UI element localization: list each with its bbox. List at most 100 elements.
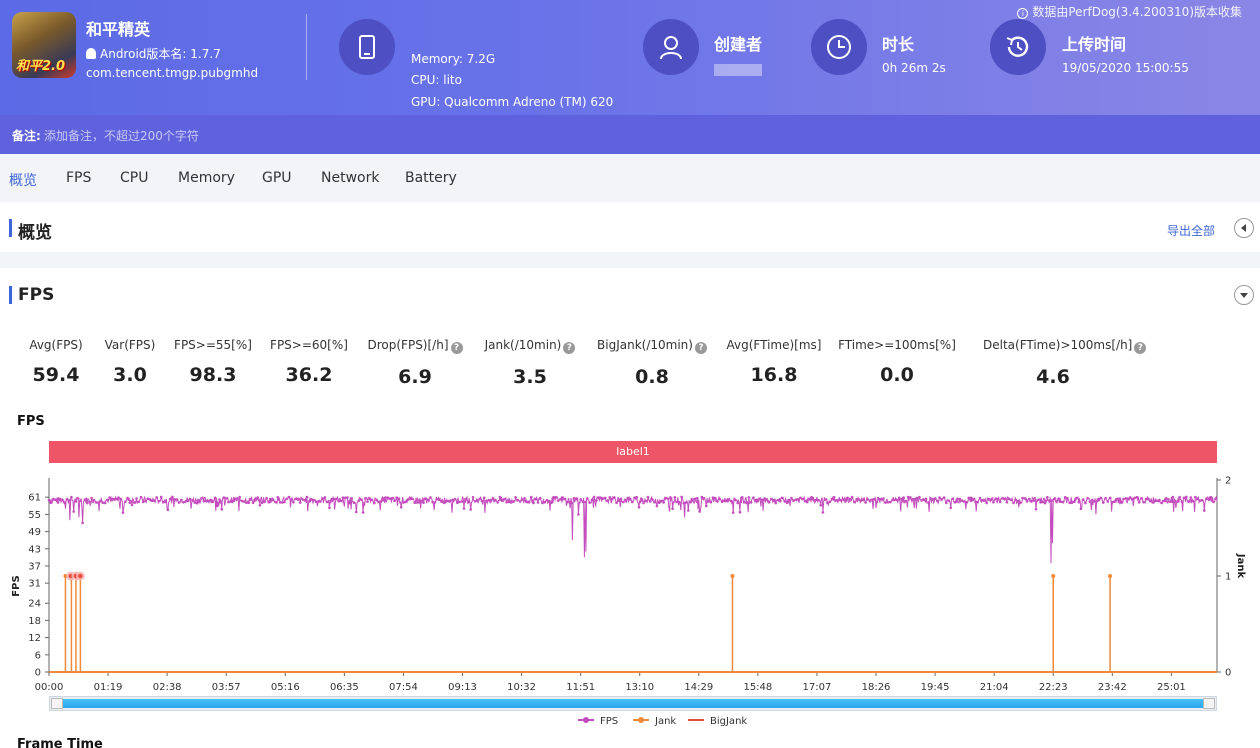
fps-point [669,496,672,499]
fps-point [346,496,349,499]
help-icon[interactable]: ? [1134,342,1147,354]
fps-point [565,500,569,504]
fps-point [337,499,340,502]
fps-point [1095,500,1098,503]
fps-point [577,513,580,516]
fps-point [902,496,905,499]
fps-point [543,501,547,504]
fps-point [765,498,769,501]
fps-point [496,501,500,504]
fps-point [485,499,488,503]
fps-point [1099,496,1103,500]
fps-point [1133,496,1136,500]
fps-point [180,498,183,502]
fps-point [812,499,816,502]
fps-point [319,500,322,503]
fps-point [233,497,237,501]
x-tick-label: 06:35 [330,682,359,693]
fps-point [752,496,755,499]
metric-label-text: Drop(FPS)[/h] [367,338,449,352]
help-icon[interactable]: ? [563,342,576,354]
fps-point [249,497,253,501]
slider-range-fill[interactable] [62,699,1204,708]
fps-point [994,497,997,500]
fps-point [321,497,325,500]
fps-point [924,497,928,501]
legend-fps-label: FPS [600,716,619,727]
bigjank-point [78,573,83,579]
fps-point [1048,500,1051,503]
tab-network[interactable]: Network [321,170,380,186]
fps-point [548,499,551,503]
tab-battery[interactable]: Battery [405,170,457,186]
fps-point [808,498,811,501]
legend-jank[interactable]: Jank [633,716,676,727]
metric-item: Avg(FPS) 59.4 [0,338,126,386]
fps-point [1104,496,1107,500]
fps-point [888,500,892,504]
fps-point [1180,500,1184,503]
metric-label: FTime>=100ms[%] [827,338,967,352]
fps-point [772,498,775,502]
device-cpu: CPU: lito [411,73,462,87]
fps-point [404,500,408,504]
fps-point [90,496,93,500]
fps-point [301,498,304,501]
fps-point [370,498,374,502]
metric-label: BigJank(/10min)? [582,338,722,354]
fps-point [745,501,748,505]
help-icon[interactable]: ? [450,342,463,354]
fps-point [1050,499,1053,502]
note-label: 备注: [12,129,41,143]
fps-point [900,498,903,501]
fps-point [729,499,733,503]
fps-point [175,498,179,501]
fps-point [949,506,953,510]
collapse-left-button[interactable] [1234,218,1254,238]
fps-point [601,497,605,500]
fps-point [678,500,681,504]
time-range-slider[interactable] [49,696,1217,711]
metric-item: FPS>=60[%] 36.2 [239,338,379,386]
label-band[interactable]: label1 [49,441,1217,463]
tab-bar: 概览 FPS CPU Memory GPU Network Battery [0,154,1260,201]
fps-point [945,501,948,505]
tab-memory[interactable]: Memory [178,170,235,186]
note-input[interactable]: 添加备注，不超过200个字符 [44,129,199,143]
legend-bigjank[interactable]: BigJank [688,716,747,727]
fps-point [687,509,690,512]
slider-handle-start[interactable] [51,698,63,709]
metric-item: Drop(FPS)[/h]? 6.9 [345,338,485,388]
x-tick-label: 21:04 [980,682,1009,693]
legend-fps[interactable]: FPS [578,716,618,727]
fps-point [857,498,861,501]
fps-point [906,495,910,499]
fps-point [653,500,656,504]
fps-point [193,501,197,504]
y2-axis-label: Jank [1235,553,1246,579]
fps-point [222,496,226,499]
note-bar: 备注: 添加备注，不超过200个字符 [0,115,1260,154]
fps-point [1039,501,1042,504]
fps-point [1034,507,1038,511]
fps-point [1146,498,1150,501]
fps-point [352,501,356,505]
fps-series-line [48,495,1218,564]
fps-point [487,498,491,502]
export-all-link[interactable]: 导出全部 [1166,224,1215,238]
fps-point [850,495,854,499]
tab-overview[interactable]: 概览 [9,173,37,189]
fps-point [191,499,194,502]
metric-label-text: Var(FPS) [104,338,156,352]
tab-gpu[interactable]: GPU [262,170,292,186]
slider-handle-end[interactable] [1203,698,1215,709]
tab-fps[interactable]: FPS [66,170,92,186]
help-icon[interactable]: ? [694,342,707,354]
fps-point [469,508,473,511]
collapse-down-button[interactable] [1234,285,1254,305]
duration-title: 时长 [882,35,915,54]
tab-cpu[interactable]: CPU [120,170,149,186]
fps-point [1057,497,1060,500]
fps-point [639,497,643,500]
